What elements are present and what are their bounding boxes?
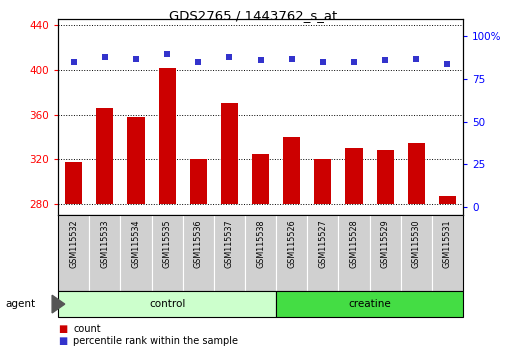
Text: control: control (148, 299, 185, 309)
Point (318, 59, 326, 65)
Text: GSM115528: GSM115528 (349, 219, 358, 268)
Bar (407, 143, 424, 204)
Point (100, 54, 109, 60)
Bar (214, 215, 244, 291)
Point (442, 61, 450, 67)
Bar (283, 137, 299, 204)
Bar (251, 154, 269, 204)
Bar (58, 215, 89, 291)
Text: GDS2765 / 1443762_s_at: GDS2765 / 1443762_s_at (169, 9, 336, 22)
Bar (345, 148, 362, 204)
Bar (189, 159, 207, 204)
Point (163, 51, 171, 56)
Text: GSM115535: GSM115535 (162, 219, 171, 268)
Text: GSM115532: GSM115532 (69, 219, 78, 268)
Text: agent: agent (5, 299, 35, 309)
Text: GSM115531: GSM115531 (442, 219, 451, 268)
Point (194, 59, 202, 65)
Point (70, 59, 78, 65)
Bar (400, 215, 431, 291)
Point (287, 56, 295, 62)
Text: count: count (73, 324, 101, 333)
Bar (276, 215, 307, 291)
Text: GSM115536: GSM115536 (193, 219, 203, 268)
Bar (431, 215, 462, 291)
Bar (127, 117, 144, 204)
Bar (244, 215, 276, 291)
Bar (221, 103, 237, 204)
Bar (96, 108, 113, 204)
Bar (369, 215, 400, 291)
Text: percentile rank within the sample: percentile rank within the sample (73, 336, 238, 346)
Text: GSM115526: GSM115526 (287, 219, 295, 268)
Bar (182, 215, 214, 291)
Polygon shape (52, 295, 65, 313)
Point (412, 56, 420, 62)
Text: GSM115527: GSM115527 (318, 219, 327, 268)
Text: creatine: creatine (347, 299, 390, 309)
Text: GSM115537: GSM115537 (225, 219, 233, 268)
Bar (65, 161, 82, 204)
Text: ■: ■ (58, 324, 67, 333)
Text: GSM115538: GSM115538 (256, 219, 265, 268)
Bar (158, 68, 175, 204)
Text: GSM115530: GSM115530 (411, 219, 420, 268)
Text: GSM115529: GSM115529 (380, 219, 389, 268)
Bar (314, 159, 331, 204)
Point (349, 59, 358, 65)
Text: ■: ■ (58, 336, 67, 346)
Text: GSM115534: GSM115534 (131, 219, 140, 268)
Point (256, 57, 264, 63)
Bar (89, 215, 120, 291)
Point (132, 56, 140, 62)
Bar (120, 215, 152, 291)
Point (380, 57, 388, 63)
Bar (276, 291, 462, 317)
Bar (152, 215, 182, 291)
Bar (376, 150, 393, 204)
Bar (338, 215, 369, 291)
Text: GSM115533: GSM115533 (100, 219, 109, 268)
Point (225, 54, 233, 60)
Bar (58, 291, 276, 317)
Bar (307, 215, 338, 291)
Bar (438, 196, 455, 204)
